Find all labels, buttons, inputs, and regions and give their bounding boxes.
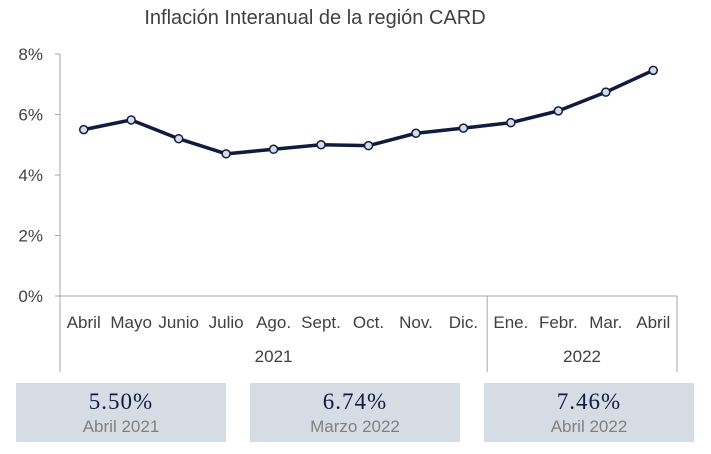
x-tick-label: Abril [67,313,101,332]
y-tick-label: 0% [18,287,43,306]
card-label: Marzo 2022 [310,417,400,436]
x-tick-label: Dic. [449,313,478,332]
x-tick-label: Abril [636,313,670,332]
x-tick-label: Mayo [110,313,152,332]
group-label: 2022 [563,347,601,366]
summary-card-april-2021: 5.50% Abril 2021 [16,383,226,442]
data-point [363,140,374,151]
data-point [126,115,136,125]
data-point [458,123,469,133]
x-tick-label: Julio [209,313,244,332]
axes: 0% 2% 4% 6% 8% Abril Mayo Junio Julio Ago. Sept. Oc… [18,45,678,372]
group-label: 2021 [255,347,293,366]
x-tick-label: Ene. [493,313,528,332]
data-point [316,140,326,150]
card-label: Abril 2022 [550,417,628,436]
x-tick-label: Febr. [539,313,578,332]
y-tick-label: 4% [18,166,43,185]
chart-title: Inflación Interanual de la región CARD [144,7,485,29]
x-tick-label: Mar. [589,313,622,332]
summary-card-april-2022: 7.46% Abril 2022 [484,383,694,442]
data-point [221,149,231,159]
data-point [506,117,516,128]
x-tick-label: Junio [158,313,199,332]
data-point [78,124,89,135]
data-point [173,133,184,144]
data-point [648,65,659,76]
y-tick-label: 6% [18,106,43,125]
data-point [411,128,421,139]
x-tick-label: Nov. [399,313,433,332]
x-tick-label: Sept. [301,313,341,332]
card-value: 5.50% [88,389,154,414]
data-point [601,87,611,97]
card-value: 6.74% [322,389,388,414]
x-tick-label: Oct. [353,313,384,332]
chart-marks [78,65,659,159]
data-point [553,106,564,116]
data-point [268,144,279,155]
card-label: Abril 2021 [82,417,160,436]
x-tick-label: Ago. [256,313,291,332]
line-chart: Inflación Interanual de la región CARD 0… [18,7,678,372]
card-value: 7.46% [556,389,622,414]
y-tick-label: 8% [18,45,43,64]
y-tick-label: 2% [18,227,43,246]
summary-card-march-2022: 6.74% Marzo 2022 [250,383,460,442]
